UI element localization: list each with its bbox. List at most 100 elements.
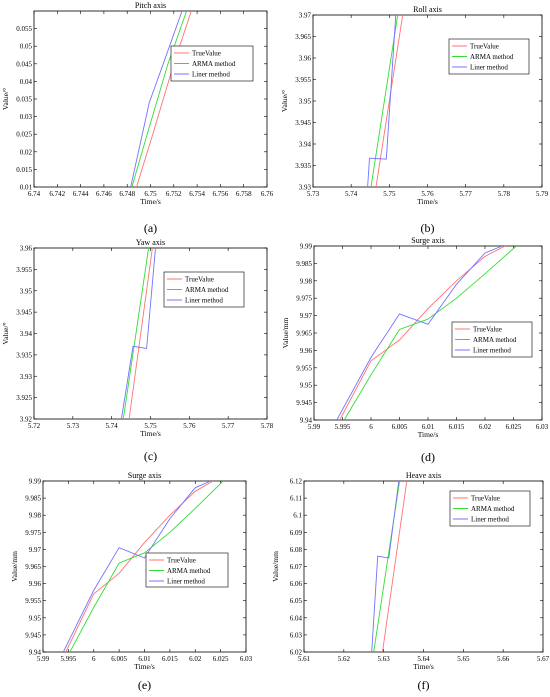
chart-title: Pitch axis: [135, 1, 166, 10]
x-tick-label: 5.77: [222, 422, 235, 430]
y-tick-label: 6.04: [290, 614, 303, 622]
x-tick-label: 5.67: [537, 655, 550, 663]
x-tick-label: 6.752: [166, 190, 182, 198]
y-tick-label: 6.06: [290, 580, 303, 588]
x-tick-label: 5.73: [67, 422, 80, 430]
y-tick-label: 9.94: [300, 417, 313, 425]
y-tick-label: 3.945: [295, 119, 311, 127]
x-tick-label: 6.03: [240, 655, 253, 663]
y-tick-label: 6.09: [290, 529, 303, 537]
legend: TrueValue ARMA method Liner method: [145, 552, 229, 588]
x-tick-label: 5.66: [497, 655, 510, 663]
x-tick-label: 6.005: [392, 423, 408, 431]
legend-label: ARMA method: [192, 60, 236, 68]
y-tick-label: 9.975: [296, 295, 312, 303]
chart-panel: 5.99 5.995 6 6.005 6.01 6.015 6.02 6.025 6.03 9.9…: [281, 236, 549, 464]
x-tick-label: 6.754: [189, 190, 205, 198]
y-tick-label: 0.01: [20, 184, 33, 192]
y-tick-label: 9.975: [25, 529, 41, 537]
x-axis-label: Time/s: [140, 429, 161, 438]
x-tick-label: 6.03: [536, 423, 549, 431]
y-tick-label: 9.96: [300, 347, 313, 355]
legend: TrueValue ARMA method Liner method: [170, 45, 254, 82]
series-line: [122, 248, 150, 419]
y-tick-label: 9.94: [29, 649, 42, 657]
y-tick-label: 9.96: [29, 580, 42, 588]
y-tick-label: 3.965: [295, 33, 311, 41]
x-axis-label: Time/s: [140, 197, 161, 206]
y-tick-label: 3.93: [20, 373, 33, 381]
panel-label: (a): [144, 221, 157, 235]
panel-label: (b): [421, 221, 435, 235]
legend-label: ARMA method: [470, 53, 514, 61]
x-tick-label: 6.015: [449, 423, 465, 431]
chart-title: Yaw axis: [136, 238, 165, 247]
x-tick-label: 5.72: [28, 422, 41, 430]
y-tick-label: 3.945: [16, 309, 32, 317]
legend-label: ARMA method: [185, 286, 229, 294]
x-tick-label: 6.758: [236, 190, 252, 198]
panel-label: (d): [421, 450, 435, 464]
y-axis-label: Value/°: [1, 322, 10, 344]
chart-panel: 5.73 5.74 5.75 5.76 5.77 5.78 5.79 3.93 3.935 3.9…: [280, 5, 549, 235]
series-line: [375, 15, 404, 187]
y-tick-label: 9.985: [296, 260, 312, 268]
panel-label: (c): [144, 449, 157, 463]
x-axis-label: Time/s: [418, 430, 439, 439]
y-tick-label: 6.12: [290, 478, 303, 486]
y-tick-label: 0.05: [20, 43, 33, 51]
x-tick-label: 6.744: [73, 190, 89, 198]
y-tick-label: 9.98: [29, 512, 42, 520]
y-tick-label: 3.94: [20, 330, 33, 338]
x-tick-label: 5.75: [144, 422, 157, 430]
legend-label: TrueValue: [470, 43, 499, 51]
x-tick-label: 5.63: [378, 655, 391, 663]
x-tick-label: 6.01: [422, 423, 435, 431]
legend-label: Liner method: [192, 71, 230, 79]
x-tick-label: 6: [92, 655, 96, 663]
series-line: [336, 246, 503, 420]
series-line: [339, 246, 506, 420]
y-axis-label: Value/mm: [10, 551, 19, 582]
y-axis-label: Value/mm: [271, 551, 280, 582]
x-tick-label: 5.995: [335, 423, 351, 431]
y-axis-label: Value/mm: [281, 317, 290, 348]
y-tick-label: 3.97: [299, 12, 312, 20]
x-tick-label: 5.65: [457, 655, 470, 663]
y-tick-label: 3.935: [295, 162, 311, 170]
y-tick-label: 9.95: [29, 614, 42, 622]
legend-label: TrueValue: [192, 50, 221, 58]
legend-label: TrueValue: [167, 557, 196, 565]
y-tick-label: 9.95: [300, 382, 313, 390]
y-tick-label: 3.95: [20, 287, 33, 295]
legend-label: Liner method: [185, 297, 223, 305]
x-tick-label: 5.77: [460, 190, 473, 198]
x-tick-label: 6.74: [28, 190, 41, 198]
x-tick-label: 5.99: [308, 423, 321, 431]
chart-panel: 5.61 5.62 5.63 5.64 5.65 5.66 5.67 6.02 6.03 6.04…: [271, 471, 550, 692]
x-tick-label: 6.015: [162, 655, 178, 663]
x-tick-label: 6.742: [49, 190, 65, 198]
legend-label: ARMA method: [167, 567, 211, 575]
legend: TrueValue ARMA method Liner method: [449, 490, 531, 527]
x-axis-label: Time/s: [413, 662, 434, 671]
x-tick-label: 6.748: [119, 190, 135, 198]
series-line: [130, 11, 183, 187]
x-axis-label: Time/s: [134, 662, 155, 671]
y-tick-label: 9.97: [29, 546, 42, 554]
x-tick-label: 5.61: [298, 655, 311, 663]
chart-title: Heave axis: [406, 471, 441, 480]
x-tick-label: 5.64: [417, 655, 430, 663]
x-tick-label: 5.995: [61, 655, 77, 663]
x-tick-label: 5.78: [261, 422, 274, 430]
series-line: [136, 11, 192, 187]
y-tick-label: 6.1: [293, 512, 302, 520]
series-line: [343, 246, 517, 420]
y-tick-label: 9.99: [29, 478, 42, 486]
y-tick-label: 3.955: [16, 266, 32, 274]
series-line: [371, 481, 400, 652]
y-tick-label: 3.925: [16, 394, 32, 402]
panel-label: (f): [418, 678, 430, 692]
legend-label: TrueValue: [473, 326, 502, 334]
